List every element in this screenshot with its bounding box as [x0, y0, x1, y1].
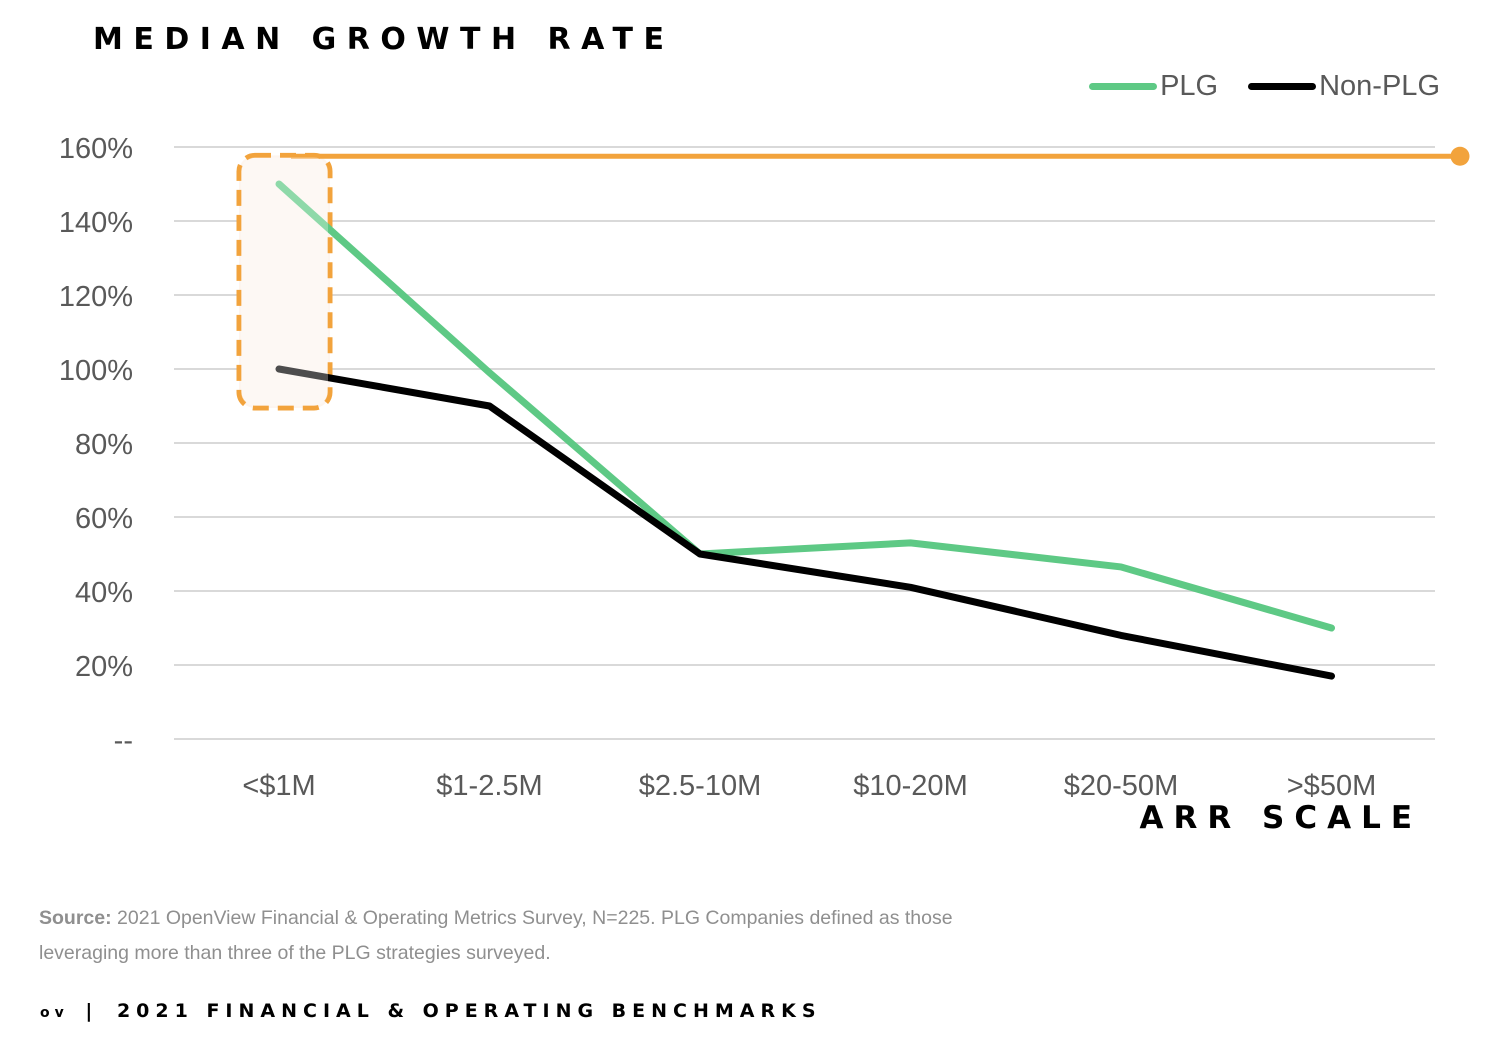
- legend-item-non-plg: Non-PLG: [1248, 70, 1440, 103]
- x-tick-label: >$50M: [1287, 770, 1376, 802]
- footer-separator: |: [85, 1000, 99, 1022]
- highlight-annotation: [236, 146, 1470, 411]
- x-tick-label: $10-20M: [853, 770, 967, 802]
- x-axis-ticks: <$1M $1-2.5M $2.5-10M $10-20M $20-50M >$50M: [242, 770, 1376, 802]
- highlight-box: [236, 152, 333, 411]
- y-tick-label: 80%: [75, 429, 133, 461]
- ov-logo: ov: [40, 1005, 69, 1021]
- y-tick-label: 160%: [59, 133, 133, 165]
- footer-text: 2021 FINANCIAL & OPERATING BENCHMARKS: [116, 1000, 822, 1022]
- series-line-plg: [275, 180, 1335, 632]
- highlight-box-overlay: [241, 157, 328, 406]
- legend-item-plg: PLG: [1089, 70, 1218, 103]
- x-tick-label: $1-2.5M: [436, 770, 542, 802]
- y-tick-label: 40%: [75, 577, 133, 609]
- y-tick-label: 140%: [59, 207, 133, 239]
- reference-line-endpoint: [1450, 146, 1470, 166]
- source-text: 2021 OpenView Financial & Operating Metr…: [39, 907, 953, 964]
- series-line-non-plg: [275, 365, 1335, 680]
- x-tick-label: <$1M: [242, 770, 315, 802]
- source-label: Source:: [39, 907, 112, 929]
- x-axis-title: ARR SCALE: [1139, 800, 1422, 836]
- line-chart: -- 20% 40% 60% 80% 100% 120% 140% 160% <$1M $1-2.…: [59, 133, 1470, 802]
- y-tick-label: 60%: [75, 503, 133, 535]
- legend-swatch-non-plg: [1248, 83, 1317, 90]
- series-lines: [241, 157, 1335, 680]
- legend-label-non-plg: Non-PLG: [1319, 70, 1440, 102]
- y-tick-label: 20%: [75, 651, 133, 683]
- legend: PLG Non-PLG: [1059, 70, 1440, 103]
- legend-swatch-plg: [1089, 83, 1158, 90]
- source-note: Source: 2021 OpenView Financial & Operat…: [39, 901, 999, 971]
- x-tick-label: $20-50M: [1064, 770, 1178, 802]
- footer: ov | 2021 FINANCIAL & OPERATING BENCHMAR…: [40, 1000, 822, 1022]
- y-axis-ticks: -- 20% 40% 60% 80% 100% 120% 140% 160%: [59, 133, 133, 757]
- x-tick-label: $2.5-10M: [639, 770, 762, 802]
- y-tick-label: --: [114, 725, 133, 757]
- gridlines: [174, 146, 1435, 740]
- legend-label-plg: PLG: [1160, 70, 1219, 102]
- y-tick-label: 120%: [59, 281, 133, 313]
- y-tick-label: 100%: [59, 355, 133, 387]
- chart-title: MEDIAN GROWTH RATE: [93, 22, 675, 57]
